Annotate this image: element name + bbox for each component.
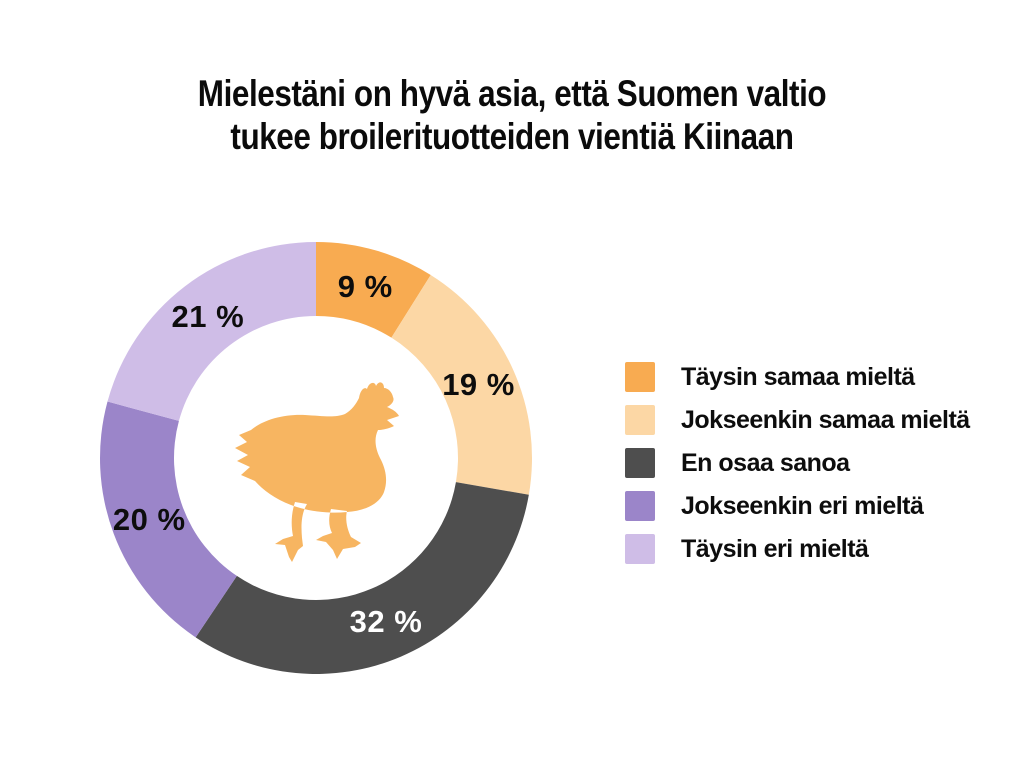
legend-swatch-2 [625,448,655,478]
legend-label-3: Jokseenkin eri mieltä [681,491,924,520]
legend-item-3: Jokseenkin eri mieltä [625,491,970,521]
legend-label-2: En osaa sanoa [681,448,850,477]
donut-segment-4 [107,242,316,421]
donut-hole-center [215,378,401,564]
segment-value-label-3: 20 % [112,502,186,538]
legend-label-4: Täysin eri mieltä [681,534,869,563]
donut-rings [99,242,532,674]
segment-value-label-1: 19 % [442,367,515,403]
legend-item-2: En osaa sanoa [625,448,970,478]
legend-label-1: Jokseenkin samaa mieltä [681,405,970,434]
legend-label-0: Täysin samaa mieltä [681,362,915,391]
donut-segment-0 [316,242,431,338]
donut-segment-2 [195,482,529,674]
segment-value-label-2: 32 % [349,603,423,639]
legend-swatch-3 [625,491,655,521]
legend-item-0: Täysin samaa mieltä [625,362,970,392]
donut-segment-3 [99,401,237,638]
legend-swatch-4 [625,534,655,564]
legend-item-1: Jokseenkin samaa mieltä [625,405,970,435]
legend-item-4: Täysin eri mieltä [625,534,970,564]
legend-swatch-1 [625,405,655,435]
segment-value-label-0: 9 % [337,268,393,304]
segment-value-label-4: 21 % [171,298,245,334]
chart-title: Mielestäni on hyvä asia, että Suomen val… [0,72,1024,158]
chart-title-line-1: Mielestäni on hyvä asia, että Suomen val… [197,73,827,114]
chart-title-line-2: tukee broilerituotteiden vientiä Kiinaan [230,116,794,157]
donut-chart: 9 % 19 % 32 % 20 % 21 % [96,238,536,678]
chicken-icon [235,382,399,562]
donut-segment-1 [391,274,532,495]
legend: Täysin samaa mieltä Jokseenkin samaa miel… [625,362,970,577]
legend-swatch-0 [625,362,655,392]
